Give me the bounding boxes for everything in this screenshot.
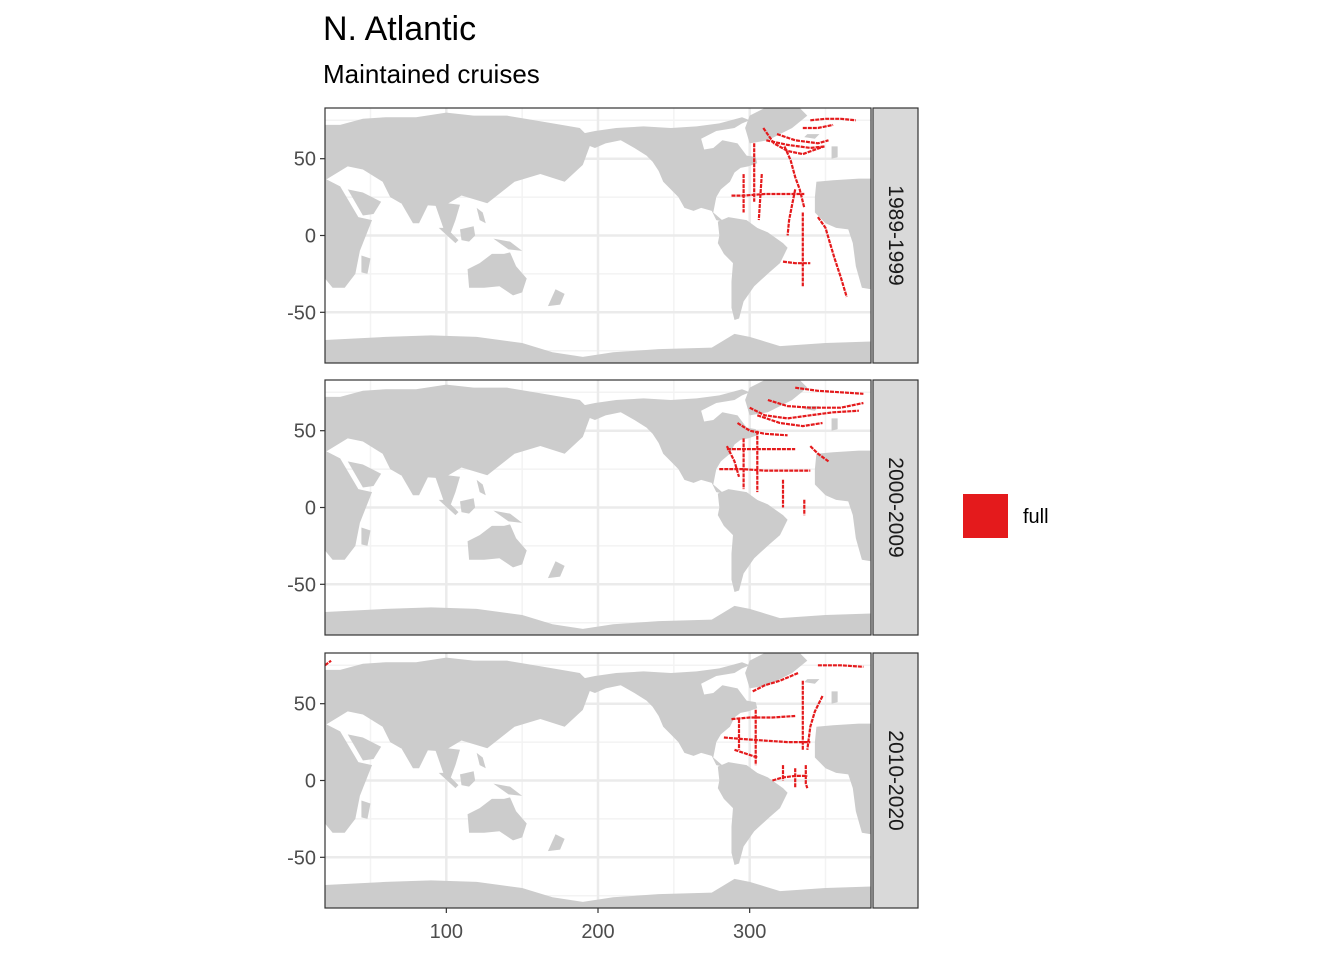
map-panel: 50 0 -50 1989-1999 [287,107,919,364]
cruise-track [772,774,808,782]
cruise-track [756,414,823,428]
cruise-track [757,174,763,221]
y-tick-label: 50 [294,149,316,171]
cruise-track [749,406,859,420]
y-tick-label: -50 [287,574,316,596]
cruise-track [776,133,829,145]
cruise-track [719,468,811,472]
cruise-track [817,664,864,668]
y-tick-label: 0 [305,226,316,248]
legend: full [963,494,1049,538]
facet-strip [872,379,919,636]
cruise-track [804,765,809,789]
x-tick-label: 100 [430,921,463,943]
cruise-track [817,216,848,298]
y-tick-label: 50 [294,421,316,443]
cruise-track [806,695,824,750]
cruise-track [762,127,825,156]
x-tick-label: 300 [733,921,766,943]
cruise-track [782,260,811,265]
facet-strip [872,652,919,909]
plot-title: N. Atlantic [323,10,476,48]
y-tick-label: 50 [294,694,316,716]
y-tick-label: 0 [305,498,316,520]
cruise-track [802,123,834,130]
legend-key-full [963,494,1008,538]
facet-strip [872,107,919,364]
map-panel: 50 0 -50 2000-2009 [287,379,919,636]
cruise-track [731,714,796,721]
facet-strip-label: 2010-2020 [884,730,907,830]
y-tick-label: -50 [287,302,316,324]
cruise-track [725,445,741,478]
cruise-track [783,145,806,209]
map-panel: 50 0 -50 2010-2020 [287,652,919,909]
cruise-track [786,189,797,236]
cruise-track [723,736,811,744]
cruise-track [809,445,830,463]
cruise-track [766,139,826,150]
facet-strip-label: 1989-1999 [884,185,907,285]
facet-strip-label: 2000-2009 [884,457,907,557]
cruise-tracks [719,386,864,516]
x-axis: 100 200 300 [430,908,766,943]
legend-label-full: full [1023,506,1049,528]
plot-subtitle: Maintained cruises [323,59,540,89]
y-tick-label: -50 [287,847,316,869]
x-tick-label: 200 [581,921,614,943]
cruise-track [731,192,805,197]
cruise-tracks [325,659,864,789]
cruise-tracks [731,117,856,298]
y-tick-label: 0 [305,771,316,793]
cruise-track [810,117,856,122]
cruise-track [734,748,758,759]
cruise-track [325,659,332,667]
cruise-track [767,398,864,409]
cruise-track [795,386,864,395]
cruise-track [752,671,799,693]
facet-panels: 50 0 -50 1989-1999 50 0 -50 2000-2009 50 0 -50 2010… [287,107,919,909]
